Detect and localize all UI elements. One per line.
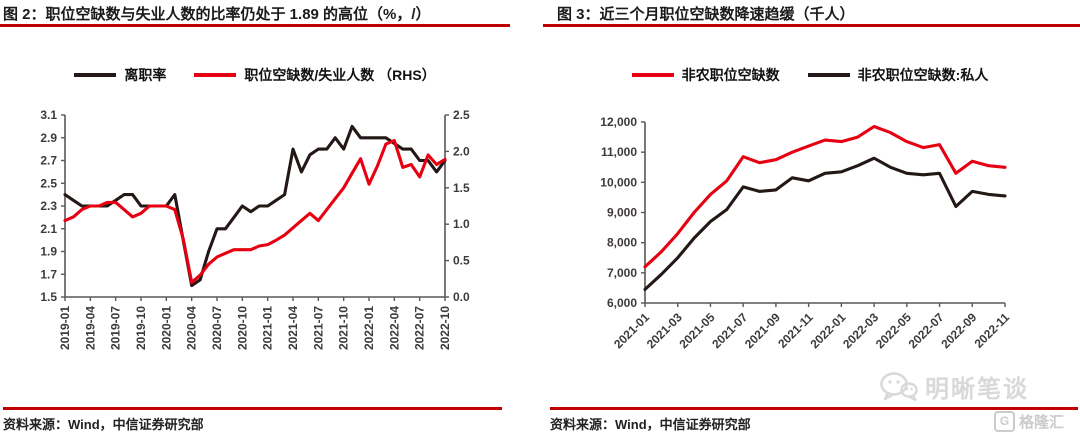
y-tick-label: 2.5 <box>40 176 57 190</box>
figure3-legend: 非农职位空缺数 非农职位空缺数:私人 <box>540 62 1080 88</box>
x-tick-label: 2021-04 <box>286 306 300 350</box>
y-tick-label: 2.5 <box>453 108 470 122</box>
figure2-title: 图 2：职位空缺数与失业人数的比率仍处于 1.89 的高位（%，/） <box>3 6 431 23</box>
y-axis-left-ticks: 1.5 1.7 1.9 2.1 2.3 2.5 2.7 2.9 3.1 <box>40 108 65 304</box>
x-tick-label: 2022-10 <box>438 306 452 350</box>
x-tick-label: 2019-10 <box>134 306 148 350</box>
figure2-line-chart: 1.51.71.92.12.32.52.72.93.10.00.51.01.52… <box>40 108 470 350</box>
legend-line-swatch <box>631 73 674 77</box>
x-tick-label: 2020-04 <box>185 306 199 350</box>
legend-label: 非农职位空缺数 <box>681 67 780 83</box>
y-axis-right-ticks: 0.0 0.5 1.0 1.5 2.0 2.5 <box>445 108 470 304</box>
axes <box>644 122 1005 304</box>
legend-line-swatch <box>194 73 237 77</box>
y-tick-label: 1.9 <box>40 245 57 259</box>
gelonghui-logo-text: 格隆汇 <box>1019 414 1065 431</box>
y-tick-label: 2.7 <box>40 154 57 168</box>
legend-label: 非农职位空缺数:私人 <box>857 67 989 83</box>
x-tick-label: 2020-10 <box>235 306 249 350</box>
y-tick-label: 9,000 <box>607 206 637 220</box>
y-tick-label: 0.0 <box>453 290 470 304</box>
y-tick-label: 3.1 <box>40 108 57 122</box>
g-badge-icon: G <box>994 411 1015 432</box>
figure3-line-chart: 6,000 7,000 8,000 9,000 10,000 11,000 12,000 20… <box>600 115 1012 351</box>
y-tick-label: 11,000 <box>601 145 637 159</box>
y-tick-label: 8,000 <box>607 236 637 250</box>
legend-label: 职位空缺数/失业人数 （RHS） <box>244 67 436 83</box>
legend-item: 职位空缺数/失业人数 （RHS） <box>194 65 436 85</box>
legend-label: 离职率 <box>124 67 167 83</box>
figure3-source: 资料来源：Wind，中信证券研究部 <box>550 417 751 432</box>
x-tick-label: 2020-07 <box>210 306 224 350</box>
figure2-footer-rule <box>3 407 502 410</box>
y-tick-label: 7,000 <box>607 266 637 280</box>
legend-item: 非农职位空缺数 <box>631 65 780 85</box>
y-tick-label: 2.3 <box>40 199 57 213</box>
x-tick-label: 2019-01 <box>58 306 72 350</box>
y-tick-label: 1.5 <box>40 290 57 304</box>
line-series <box>643 124 1007 269</box>
x-tick-label: 2022-01 <box>362 306 376 350</box>
gelonghui-logo: G 格隆汇 <box>994 411 1064 432</box>
line-series <box>63 138 447 284</box>
watermark-mingxibitan: 明晰笔谈 <box>880 369 1029 404</box>
y-tick-label: 6,000 <box>607 296 637 310</box>
y-tick-label: 2.0 <box>453 144 470 158</box>
line-series <box>63 124 447 288</box>
x-tick-label: 2022-09 <box>938 310 979 351</box>
figure3-title: 图 3：近三个月职位空缺数降速趋缓（千人） <box>557 6 855 23</box>
x-tick-label: 2019-04 <box>83 306 97 350</box>
y-tick-label: 2.9 <box>40 131 57 145</box>
y-tick-label: 1.7 <box>40 267 57 281</box>
x-tick-label: 2021-07 <box>311 306 325 350</box>
figure2-source: 资料来源：Wind，中信证券研究部 <box>3 417 204 432</box>
y-tick-label: 1.5 <box>453 181 470 195</box>
figure2-legend: 离职率 职位空缺数/失业人数 （RHS） <box>0 62 510 88</box>
legend-item: 非农职位空缺数:私人 <box>807 65 989 85</box>
x-tick-label: 2022-07 <box>413 306 427 350</box>
x-tick-label: 2022-11 <box>972 310 1013 351</box>
legend-item: 离职率 <box>74 65 166 85</box>
y-tick-label: 2.1 <box>40 222 57 236</box>
x-tick-label: 2019-07 <box>109 306 123 350</box>
y-tick-label: 10,000 <box>600 175 637 189</box>
wechat-bubbles-icon <box>880 371 918 402</box>
x-tick-label: 2021-10 <box>337 306 351 350</box>
x-tick-label: 2021-09 <box>742 310 783 351</box>
figure3-footer-rule <box>550 407 1078 410</box>
x-axis-ticks: 2021-012021-032021-052021-072021-092021-… <box>611 303 1012 351</box>
y-tick-label: 12,000 <box>600 115 637 129</box>
x-axis-ticks: 2019-01 2019-04 2019-07 2019-10 2020-01 2020-… <box>58 297 452 350</box>
x-tick-label: 2021-01 <box>261 306 275 350</box>
legend-line-swatch <box>807 73 850 77</box>
y-axis-left-ticks: 6,000 7,000 8,000 9,000 10,000 11,000 12,000 <box>600 115 645 310</box>
figure3-title-underline <box>543 24 1080 27</box>
legend-line-swatch <box>74 73 117 77</box>
y-tick-label: 0.5 <box>453 254 470 268</box>
x-tick-label: 2022-04 <box>387 306 401 350</box>
watermark-text: 明晰笔谈 <box>925 376 1029 403</box>
figure2-title-underline <box>0 24 510 27</box>
line-series <box>643 156 1007 291</box>
x-tick-label: 2020-01 <box>159 306 173 350</box>
y-tick-label: 1.0 <box>453 217 470 231</box>
